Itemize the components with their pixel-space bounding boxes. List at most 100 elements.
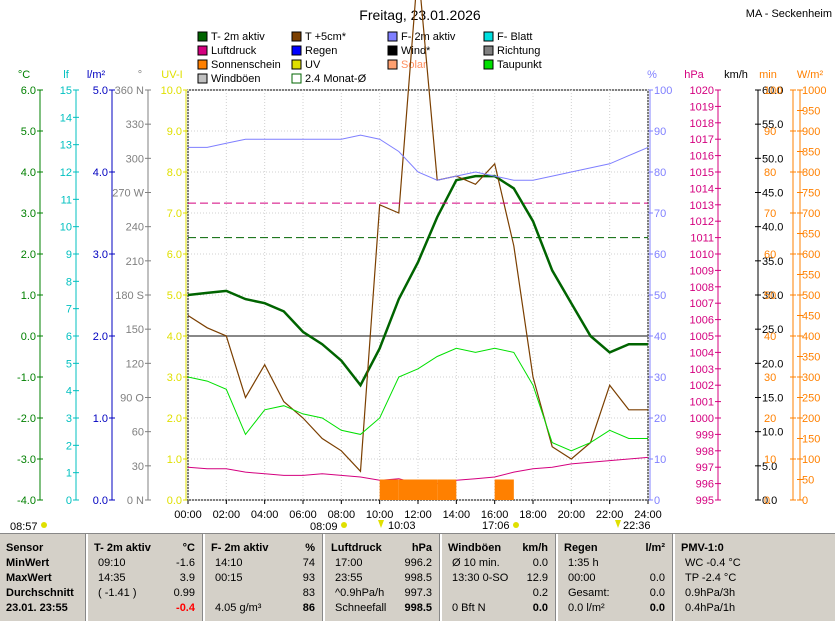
solar-axis-tick: 750 <box>802 188 820 200</box>
rain-unit-label: l/m² <box>87 69 106 81</box>
leaf-axis-tick: 1 <box>66 468 72 480</box>
uv-axis-tick: 4.0 <box>167 331 182 343</box>
legend-swatch <box>291 59 302 70</box>
wind-axis-tick: 50.0 <box>762 153 783 165</box>
dir-axis-tick: 270 W <box>112 188 144 200</box>
table-col-6: PMV-1:0 WC -0.4 °C TP -2.4 °C 0.9hPa/3h 0.4h… <box>675 534 795 621</box>
uv-axis-tick: 8.0 <box>167 167 182 179</box>
x-tick-label: 16:00 <box>481 509 509 521</box>
solar-axis-tick: 950 <box>802 106 820 118</box>
solar-unit-label: W/m² <box>797 69 824 81</box>
solar-axis-tick: 250 <box>802 393 820 405</box>
leaf-axis-tick: 2 <box>66 440 72 452</box>
solar-axis-tick: 800 <box>802 167 820 179</box>
uv-axis-tick: 0.0 <box>167 495 182 507</box>
press-axis-tick: 998 <box>696 446 714 458</box>
legend-label: Wind* <box>401 45 431 57</box>
hum-axis-tick: 50 <box>654 290 666 302</box>
temp-axis-tick: -2.0 <box>17 413 36 425</box>
cell-label: 00:15 <box>215 572 243 584</box>
col-separator <box>85 534 88 621</box>
x-tick-label: 24:00 <box>634 509 662 521</box>
col-header: Regen <box>564 542 598 554</box>
leaf-axis-tick: 0 <box>66 495 72 507</box>
sunshine-bar <box>437 479 457 500</box>
press-unit-label: hPa <box>684 69 704 81</box>
col-unit: km/h <box>522 542 548 554</box>
temp-axis-tick: -3.0 <box>17 454 36 466</box>
press-axis-tick: 1017 <box>690 134 714 146</box>
legend-swatch <box>197 31 208 42</box>
uv-axis-tick: 9.0 <box>167 126 182 138</box>
sunmin-axis-tick: 30 <box>764 372 776 384</box>
cell-label: MaxWert <box>6 572 52 584</box>
temp-axis-tick: 0.0 <box>21 331 36 343</box>
wind-axis-tick: 10.0 <box>762 427 783 439</box>
series-t-5cm- <box>187 0 648 473</box>
cell-label: WC -0.4 °C <box>685 557 741 569</box>
press-axis-tick: 999 <box>696 429 714 441</box>
temp-axis-tick: -1.0 <box>17 372 36 384</box>
press-axis-tick: 997 <box>696 462 714 474</box>
cell-value: 0.0 <box>532 602 548 614</box>
rain-axis-tick: 1.0 <box>93 413 108 425</box>
x-tick-label: 04:00 <box>251 509 279 521</box>
press-axis-tick: 1007 <box>690 298 714 310</box>
dir-axis-tick: 120 <box>126 358 144 370</box>
sunmin-axis-tick: 0 <box>764 495 770 507</box>
temp-axis-tick: 5.0 <box>21 126 36 138</box>
leaf-axis-tick: 14 <box>60 112 72 124</box>
solar-axis-tick: 500 <box>802 290 820 302</box>
leaf-axis-tick: 9 <box>66 249 72 261</box>
solar-axis-tick: 300 <box>802 372 820 384</box>
weather-chart: Freitag, 23.01.2026 MA - Seckenheim T- 2m… <box>10 0 832 533</box>
legend-swatch <box>291 31 302 42</box>
hum-axis-tick: 40 <box>654 331 666 343</box>
table-col-5: Regen l/m² 1:35 h 00:00 0.0 Gesamt: 0.0 0.0 l/m… <box>558 534 673 621</box>
cell-label: 1:35 h <box>568 557 599 569</box>
series-f-2m-aktiv <box>188 134 649 181</box>
cell-value: 12.9 <box>526 572 548 584</box>
stats-table: Sensor MinWert MaxWert Durchschnitt 23.01. 2… <box>0 533 835 621</box>
legend-label: F- 2m aktiv <box>401 31 456 43</box>
legend-swatch <box>483 59 494 70</box>
col-separator <box>439 534 442 621</box>
dir-axis-tick: 330 <box>126 119 144 131</box>
press-axis-tick: 1000 <box>690 413 714 425</box>
leaf-axis-tick: 4 <box>66 386 72 398</box>
cell-label: Gesamt: <box>568 587 610 599</box>
dir-axis-tick: 60 <box>132 427 144 439</box>
hum-unit-label: % <box>647 69 657 81</box>
cell-value: 0.0 <box>649 572 665 584</box>
col-unit: °C <box>182 542 195 554</box>
dir-axis-tick: 0 N <box>127 495 144 507</box>
legend-label: Sonnenschein <box>211 59 281 71</box>
press-axis-tick: 1008 <box>690 282 714 294</box>
press-axis-tick: 1005 <box>690 331 714 343</box>
x-tick-label: 14:00 <box>443 509 471 521</box>
solar-noon-time: 10:03 <box>388 520 416 532</box>
wind-axis-tick: 0.0 <box>762 495 777 507</box>
noon-marker-icon <box>378 520 384 528</box>
dir-axis-tick: 240 <box>126 222 144 234</box>
col-header: F- 2m aktiv <box>211 542 269 554</box>
cell-value: 998.5 <box>404 572 432 584</box>
wind-axis-tick: 25.0 <box>762 324 783 336</box>
press-axis-tick: 1001 <box>690 397 714 409</box>
sunshine-bar <box>494 479 514 500</box>
sun-icon <box>341 522 347 528</box>
solar-axis-tick: 700 <box>802 208 820 220</box>
dir-axis-tick: 180 S <box>115 290 144 302</box>
col-header: Luftdruck <box>331 542 382 554</box>
leaf-axis-tick: 5 <box>66 358 72 370</box>
solar-axis-tick: 450 <box>802 311 820 323</box>
temp-axis-tick: 1.0 <box>21 290 36 302</box>
press-axis-tick: 1012 <box>690 216 714 228</box>
press-axis-tick: 1019 <box>690 101 714 113</box>
hum-axis-tick: 80 <box>654 167 666 179</box>
table-col-3: Luftdruck hPa 17:00 996.2 23:55 998.5 ^0.9hPa/… <box>325 534 440 621</box>
hum-axis-tick: 70 <box>654 208 666 220</box>
wind-unit-label: km/h <box>724 69 748 81</box>
cell-label: 13:30 0-SO <box>452 572 509 584</box>
cell-value: 74 <box>302 557 315 569</box>
